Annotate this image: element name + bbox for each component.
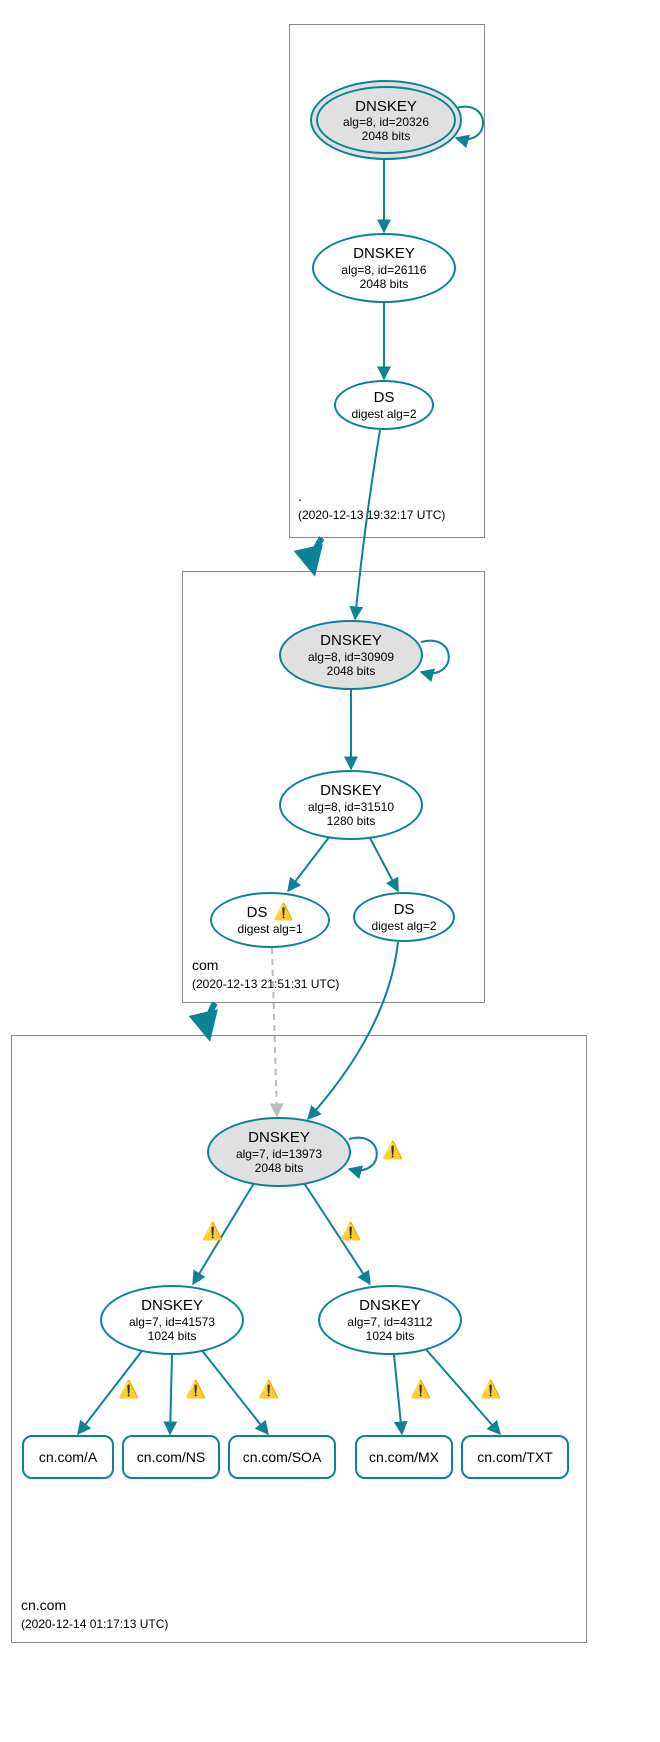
- node-line2: digest alg=2: [351, 407, 416, 421]
- node-com-dnskey-30909: DNSKEY alg=8, id=30909 2048 bits: [279, 620, 423, 690]
- zone-root-label: .: [298, 488, 302, 504]
- rr-label: cn.com/MX: [369, 1449, 439, 1465]
- warning-icon: ⚠️: [340, 1222, 360, 1242]
- rr-mx: cn.com/MX: [355, 1435, 453, 1479]
- warning-icon: ⚠️: [202, 1222, 222, 1242]
- node-line3: 2048 bits: [343, 129, 429, 143]
- node-title: DNSKEY: [343, 98, 429, 115]
- warning-icon: ⚠️: [410, 1380, 430, 1400]
- node-title: DNSKEY: [141, 1297, 203, 1315]
- node-line3: 1280 bits: [327, 814, 376, 828]
- rr-a: cn.com/A: [22, 1435, 114, 1479]
- node-title: DNSKEY: [320, 782, 382, 800]
- rr-label: cn.com/TXT: [477, 1449, 552, 1465]
- warning-icon: ⚠️: [382, 1141, 402, 1161]
- node-line2: alg=8, id=31510: [308, 800, 394, 814]
- node-line3: 2048 bits: [255, 1161, 304, 1175]
- node-line2: alg=7, id=43112: [347, 1315, 432, 1329]
- node-com-ds1: DS ⚠️ digest alg=1: [210, 892, 330, 948]
- node-title: DNSKEY: [359, 1297, 421, 1315]
- node-cn-dnskey-43112: DNSKEY alg=7, id=43112 1024 bits: [318, 1285, 462, 1355]
- node-title: DS: [394, 901, 415, 919]
- node-line2: alg=7, id=13973: [236, 1147, 322, 1161]
- node-title: DS: [247, 904, 268, 922]
- node-cn-dnskey-13973: DNSKEY alg=7, id=13973 2048 bits: [207, 1117, 351, 1187]
- node-line3: 1024 bits: [148, 1329, 197, 1343]
- node-com-dnskey-31510: DNSKEY alg=8, id=31510 1280 bits: [279, 770, 423, 840]
- node-root-dnskey-20326: DNSKEY alg=8, id=20326 2048 bits: [310, 80, 462, 160]
- node-root-dnskey-26116: DNSKEY alg=8, id=26116 2048 bits: [312, 233, 456, 303]
- zone-cncom-sublabel: (2020-12-14 01:17:13 UTC): [21, 1617, 168, 1631]
- node-line2: alg=7, id=41573: [129, 1315, 215, 1329]
- node-cn-dnskey-41573: DNSKEY alg=7, id=41573 1024 bits: [100, 1285, 244, 1355]
- node-title: DNSKEY: [353, 245, 415, 263]
- warning-icon: ⚠️: [258, 1380, 278, 1400]
- node-line2: alg=8, id=30909: [308, 650, 394, 664]
- rr-label: cn.com/A: [39, 1449, 97, 1465]
- node-title: DNSKEY: [248, 1129, 310, 1147]
- zone-cncom-label: cn.com: [21, 1597, 66, 1613]
- warning-icon: ⚠️: [185, 1380, 205, 1400]
- node-line2: alg=8, id=20326: [343, 115, 429, 129]
- node-line3: 1024 bits: [366, 1329, 415, 1343]
- node-line3: 2048 bits: [327, 664, 376, 678]
- rr-label: cn.com/NS: [137, 1449, 205, 1465]
- node-title: DNSKEY: [320, 632, 382, 650]
- node-root-ds: DS digest alg=2: [334, 380, 434, 430]
- zone-com-label: com: [192, 957, 218, 973]
- node-line2: digest alg=1: [237, 922, 302, 936]
- node-com-ds2: DS digest alg=2: [353, 892, 455, 942]
- rr-txt: cn.com/TXT: [461, 1435, 569, 1479]
- node-title: DS: [374, 389, 395, 407]
- rr-label: cn.com/SOA: [243, 1449, 322, 1465]
- warning-icon: ⚠️: [480, 1380, 500, 1400]
- rr-soa: cn.com/SOA: [228, 1435, 336, 1479]
- zone-root-sublabel: (2020-12-13 19:32:17 UTC): [298, 508, 445, 522]
- rr-ns: cn.com/NS: [122, 1435, 220, 1479]
- zone-com-sublabel: (2020-12-13 21:51:31 UTC): [192, 977, 339, 991]
- warning-icon: ⚠️: [273, 903, 293, 922]
- node-line2: digest alg=2: [371, 919, 436, 933]
- node-line2: alg=8, id=26116: [341, 263, 426, 277]
- warning-icon: ⚠️: [118, 1380, 138, 1400]
- node-line3: 2048 bits: [360, 277, 409, 291]
